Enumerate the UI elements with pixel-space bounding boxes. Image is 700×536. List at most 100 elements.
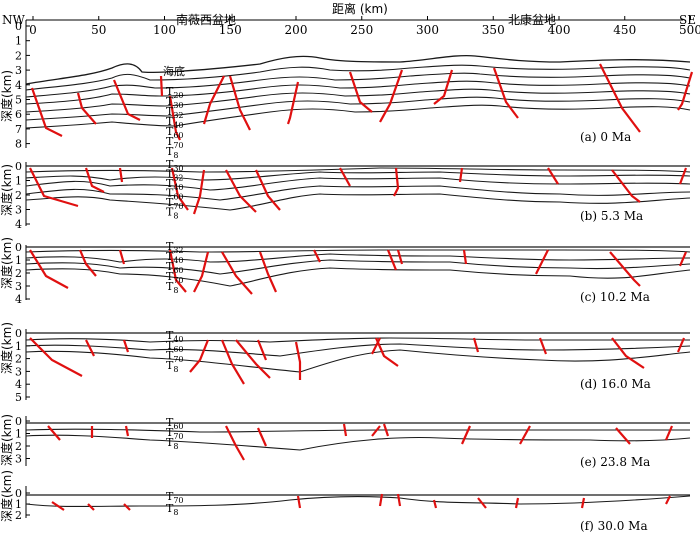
basin-label-beikang: 北康盆地 [508, 12, 556, 27]
basin-label-nanweixi: 南薇西盆地 [176, 12, 236, 27]
horizon-e-2 [25, 434, 691, 451]
distance-tick-label: 400 [548, 23, 571, 37]
depth-tick-label: 3 [15, 64, 22, 77]
horizon-a-6 [25, 104, 691, 129]
panel-caption-e: (e) 23.8 Ma [580, 455, 650, 469]
se-label: SE [679, 13, 696, 27]
horizon-f-1 [25, 495, 691, 508]
depth-tick-label: 4 [15, 378, 22, 391]
depth-tick-label: 0 [15, 20, 22, 33]
panel-caption-c: (c) 10.2 Ma [580, 290, 650, 304]
horizon-d-3 [25, 349, 691, 373]
distance-axis-ticks: 0 50 100 150 200 250 300 350 400 450 500 [29, 16, 700, 37]
horizon-label: T70 [166, 490, 184, 505]
horizon-b-1 [25, 167, 691, 173]
distance-tick-label: 0 [29, 23, 37, 37]
horizon-label: T60 [166, 416, 184, 431]
depth-tick-label: 0 [15, 415, 22, 428]
horizon-label: T32 [166, 240, 184, 255]
depth-tick-label: 4 [15, 293, 22, 306]
depth-tick-label: 4 [15, 79, 22, 92]
horizon-a-2 [25, 72, 691, 98]
depth-ticks-b: 0 12 34 [15, 160, 30, 231]
horizon-label: T8 [166, 502, 178, 517]
horizon-label: T40 [166, 329, 184, 344]
faults-a [30, 63, 694, 141]
depth-tick-label: 2 [15, 353, 22, 366]
depth-tick-label: 1 [15, 428, 22, 441]
distance-tick-label: 150 [219, 23, 242, 37]
horizon-a-1 [25, 64, 691, 91]
depth-axis-title-d: 深度(km) [0, 322, 14, 374]
depth-tick-label: 3 [15, 280, 22, 293]
horizon-a-3 [25, 80, 691, 105]
horizon-label: T60 [166, 125, 184, 140]
depth-tick-label: 3 [15, 453, 22, 466]
distance-axis: 0 50 100 150 200 250 300 350 400 450 500 NW SE 距离 … [2, 1, 700, 37]
depth-tick-label: 1 [15, 498, 22, 511]
horizon-label: T70 [166, 349, 184, 364]
faults-c [29, 249, 688, 295]
depth-axis-title-c: 深度(km) [0, 237, 14, 289]
horizon-label: T32 [166, 168, 184, 183]
depth-axis-title-e: 深度(km) [0, 414, 14, 466]
seafloor-label: 海底 [163, 64, 185, 78]
depth-tick-label: 0 [15, 160, 22, 173]
depth-tick-label: 0 [15, 327, 22, 340]
seafloor-line [25, 54, 691, 85]
horizon-label: T70 [166, 270, 184, 285]
horizon-c-3 [25, 259, 691, 275]
horizon-label: T40 [166, 250, 184, 265]
depth-tick-label: 3 [15, 204, 22, 217]
horizon-e-1 [25, 428, 690, 433]
depth-tick-label: 3 [15, 365, 22, 378]
horizon-label: T20 [166, 85, 184, 100]
horizon-label: T70 [166, 426, 184, 441]
depth-tick-label: 1 [15, 340, 22, 353]
depth-tick-label: 2 [15, 440, 22, 453]
horizon-label: T32 [166, 105, 184, 120]
distance-tick-label: 450 [613, 23, 636, 37]
horizon-label: T60 [166, 260, 184, 275]
horizon-b-3 [25, 177, 691, 191]
distance-tick-label: 250 [350, 23, 373, 37]
depth-tick-label: 4 [15, 218, 22, 231]
horizon-d-1 [25, 337, 690, 343]
depth-tick-label: 0 [15, 241, 22, 254]
depth-axis-title-b: 深度(km) [0, 164, 14, 216]
horizon-b-4 [25, 185, 691, 201]
horizon-c-2 [25, 253, 691, 263]
distance-tick-label: 300 [416, 23, 439, 37]
depth-tick-label: 2 [15, 509, 22, 522]
horizon-b-2 [25, 171, 691, 181]
depth-tick-label: 8 [15, 138, 22, 151]
depth-tick-label: 6 [15, 108, 22, 121]
horizon-label: T40 [166, 177, 184, 192]
distance-tick-label: 100 [153, 23, 176, 37]
horizon-label: T70 [166, 135, 184, 150]
faults-b [29, 167, 688, 215]
horizon-label: T70 [166, 196, 184, 211]
horizon-c-1 [25, 249, 691, 253]
horizon-a-4 [25, 88, 691, 113]
distance-tick-label: 200 [285, 23, 308, 37]
faults-e [47, 423, 674, 461]
depth-axis-title-f: 深度(km) [0, 470, 14, 522]
panel-caption-a: (a) 0 Ma [580, 130, 631, 144]
panel-caption-d: (d) 16.0 Ma [580, 377, 651, 391]
horizon-b-5 [25, 193, 691, 211]
horizon-label: T8 [166, 436, 178, 451]
horizon-label: T60 [166, 339, 184, 354]
